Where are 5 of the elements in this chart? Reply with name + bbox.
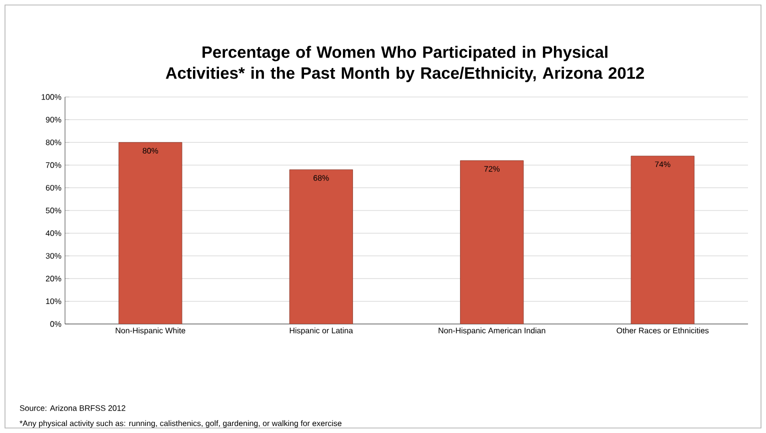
bar [460, 160, 524, 324]
bar [630, 156, 694, 324]
chart-title: Percentage of Women Who Participated in Physical Activities* in the Past Month by Race/Ethnicity, Arizona 2012 [166, 46, 644, 82]
bar [118, 142, 182, 324]
bar [289, 169, 353, 324]
